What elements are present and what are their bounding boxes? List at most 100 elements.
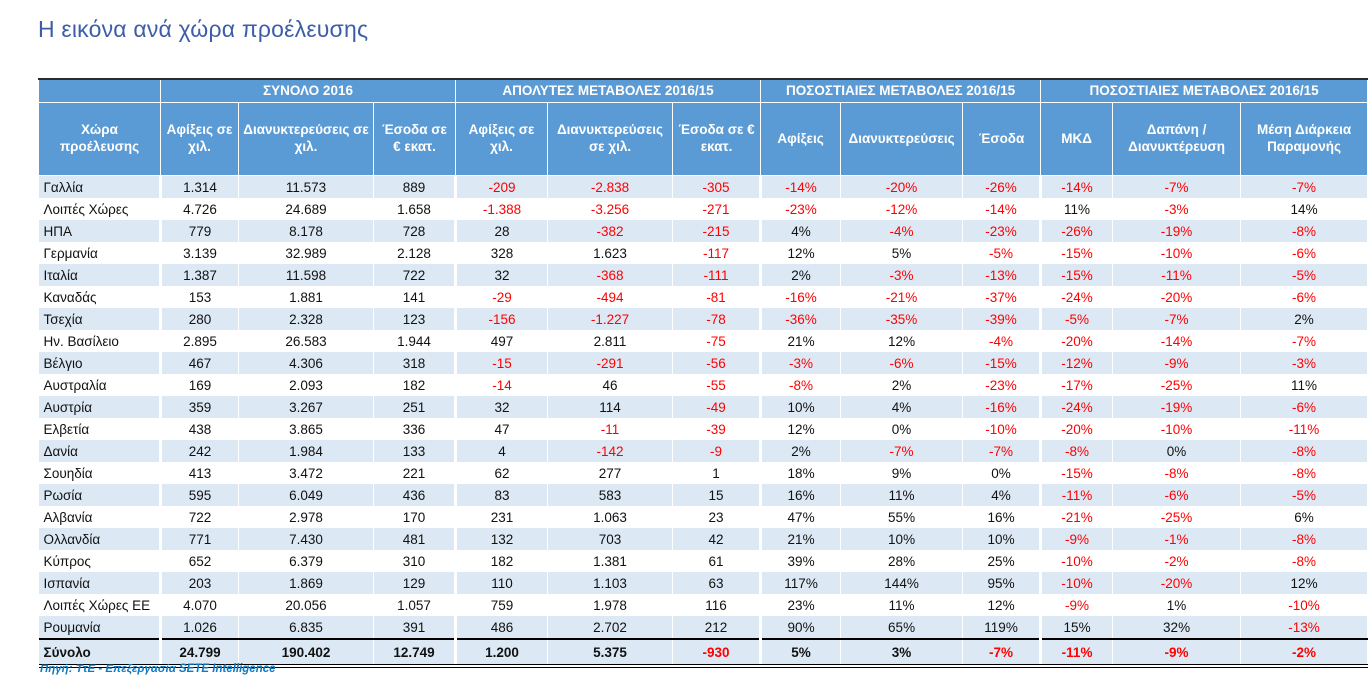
value-cell: -8% <box>1040 440 1114 462</box>
table-row: Ρωσία 595 6.049 436 83 583 15 16% 11% 4% -11% -6% -5… <box>38 484 1369 506</box>
value-cell: -9% <box>1112 352 1242 374</box>
value-cell: 15% <box>1040 616 1114 639</box>
value-cell: 1.623 <box>547 242 674 264</box>
value-cell: 129 <box>373 572 458 594</box>
value-cell: 2% <box>840 374 964 396</box>
column-header: Έσοδα σε € εκατ. <box>672 102 762 176</box>
column-group-header: ΣΥΝΟΛΟ 2016 <box>159 78 457 103</box>
value-cell: -6% <box>840 352 964 374</box>
table-row: Λοιπές Χώρες ΕΕ 4.070 20.056 1.057 759 1.978 1… <box>38 594 1369 616</box>
value-cell: 310 <box>373 550 458 572</box>
page-title: Η εικόνα ανά χώρα προέλευσης <box>38 16 369 42</box>
value-cell: 2.702 <box>547 616 674 639</box>
country-cell: Δανία <box>38 440 162 462</box>
country-cell: Ιταλία <box>38 264 162 286</box>
value-cell: 16% <box>760 484 842 506</box>
value-cell: 32.989 <box>238 242 374 264</box>
value-cell: 280 <box>160 308 239 330</box>
value-cell: -271 <box>672 198 763 220</box>
value-cell: -6% <box>1112 484 1242 506</box>
value-cell: 24.689 <box>238 198 374 220</box>
value-cell: 119% <box>962 616 1043 639</box>
value-cell: 3.472 <box>238 462 374 484</box>
country-cell: Ελβετία <box>38 418 162 440</box>
table-row: Κύπρος 652 6.379 310 182 1.381 61 39% 28% 25% -10%… <box>38 550 1369 572</box>
table-row-total: Σύνολο 24.799 190.402 12.749 1.200 5.375 -930 5… <box>38 638 1369 668</box>
value-cell: 11% <box>1240 374 1369 396</box>
value-cell: 583 <box>547 484 674 506</box>
value-cell: 46 <box>547 374 674 396</box>
value-cell: 10% <box>962 528 1043 550</box>
value-cell: 203 <box>160 572 239 594</box>
country-data-table: ΣΥΝΟΛΟ 2016 ΑΠΟΛΥΤΕΣ ΜΕΤΑΒΟΛΕΣ 2016/15 ΠΟΣ… <box>38 78 1369 668</box>
value-cell: -209 <box>455 175 549 198</box>
value-cell: 497 <box>455 330 549 352</box>
value-cell: 438 <box>160 418 239 440</box>
country-cell: Ισπανία <box>38 572 162 594</box>
value-cell: 481 <box>373 528 458 550</box>
value-cell: -9% <box>1040 528 1114 550</box>
value-cell: 2.978 <box>238 506 374 528</box>
value-cell: -21% <box>840 286 964 308</box>
value-cell: 6.379 <box>238 550 374 572</box>
value-cell: 779 <box>160 220 239 242</box>
value-cell: 4% <box>760 220 842 242</box>
value-cell: 11% <box>840 484 964 506</box>
column-header: Αφίξεις <box>760 102 842 176</box>
value-cell: -8% <box>1240 220 1369 242</box>
country-cell: Αλβανία <box>38 506 162 528</box>
table-row: Λοιπές Χώρες 4.726 24.689 1.658 -1.388 -3.256… <box>38 198 1369 220</box>
value-cell: -20% <box>1040 330 1114 352</box>
value-cell: 11.573 <box>238 175 374 198</box>
value-cell: -11 <box>547 418 674 440</box>
value-cell: 2% <box>760 264 842 286</box>
value-cell: 4.726 <box>160 198 239 220</box>
value-cell: -1.388 <box>455 198 549 220</box>
value-cell: -14% <box>1112 330 1242 352</box>
value-cell: 141 <box>373 286 458 308</box>
table-row: Γερμανία 3.139 32.989 2.128 328 1.623 -117 12% 5… <box>38 242 1369 264</box>
value-cell: -55 <box>672 374 763 396</box>
value-cell: 486 <box>455 616 549 639</box>
value-cell: -24% <box>1040 396 1114 418</box>
country-cell: Καναδάς <box>38 286 162 308</box>
value-cell: -305 <box>672 175 763 198</box>
value-cell: -930 <box>672 638 763 668</box>
column-header: Διανυκτερεύσεις σε χιλ. <box>238 102 374 176</box>
value-cell: -20% <box>840 175 964 198</box>
value-cell: 42 <box>672 528 763 550</box>
value-cell: -7% <box>1240 175 1369 198</box>
value-cell: -7% <box>840 440 964 462</box>
value-cell: -5% <box>1240 484 1369 506</box>
value-cell: 436 <box>373 484 458 506</box>
value-cell: 11% <box>1040 198 1114 220</box>
value-cell: 116 <box>672 594 763 616</box>
value-cell: -10% <box>1112 242 1242 264</box>
value-cell: 11.598 <box>238 264 374 286</box>
value-cell: 318 <box>373 352 458 374</box>
table-row: Ελβετία 438 3.865 336 47 -11 -39 12% 0% -10% -20% -… <box>38 418 1369 440</box>
value-cell: -25% <box>1112 374 1242 396</box>
value-cell: -3% <box>760 352 842 374</box>
value-cell: -5% <box>962 242 1043 264</box>
column-header: Αφίξεις σε χιλ. <box>160 102 239 176</box>
value-cell: 14% <box>1240 198 1369 220</box>
value-cell: -17% <box>1040 374 1114 396</box>
value-cell: 1.026 <box>160 616 239 639</box>
country-cell: Κύπρος <box>38 550 162 572</box>
table-group-header-row: ΣΥΝΟΛΟ 2016 ΑΠΟΛΥΤΕΣ ΜΕΤΑΒΟΛΕΣ 2016/15 ΠΟΣ… <box>38 78 1369 103</box>
table-row: Ην. Βασίλειο 2.895 26.583 1.944 497 2.811 -75 2… <box>38 330 1369 352</box>
value-cell: -8% <box>1240 440 1369 462</box>
value-cell: 23% <box>760 594 842 616</box>
value-cell: -215 <box>672 220 763 242</box>
value-cell: -4% <box>840 220 964 242</box>
value-cell: 9% <box>840 462 964 484</box>
value-cell: 0% <box>840 418 964 440</box>
country-cell: Βέλγιο <box>38 352 162 374</box>
value-cell: 728 <box>373 220 458 242</box>
value-cell: 182 <box>455 550 549 572</box>
value-cell: 47 <box>455 418 549 440</box>
table-row: Αλβανία 722 2.978 170 231 1.063 23 47% 55% 16% -21… <box>38 506 1369 528</box>
value-cell: 12.749 <box>373 638 458 668</box>
value-cell: 190.402 <box>238 638 374 668</box>
